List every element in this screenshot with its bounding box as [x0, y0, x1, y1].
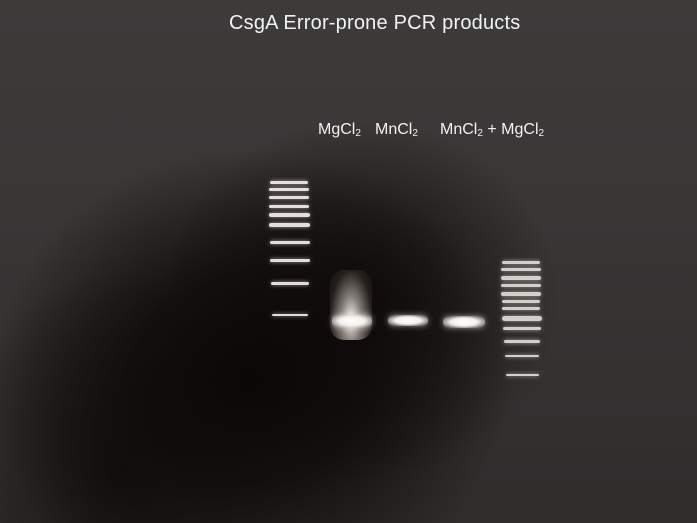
lane-label-text: MnCl — [440, 121, 478, 138]
ladder-band — [502, 307, 540, 310]
ladder-band — [502, 316, 542, 321]
ladder-band — [502, 300, 540, 303]
ladder-band — [505, 355, 539, 357]
lane-label-text: MgCl — [318, 121, 356, 138]
ladder-band — [501, 292, 541, 296]
lane-label-text: MgCl — [501, 121, 539, 138]
lane-label-subscript: 2 — [538, 128, 545, 139]
ladder-band — [270, 241, 310, 244]
pcr-band-mncl2-mgcl2 — [443, 316, 485, 328]
ladder-band — [269, 213, 310, 217]
ladder-band — [269, 196, 309, 199]
ladder-band — [269, 205, 309, 208]
ladder-band — [502, 261, 540, 264]
ladder-band — [501, 276, 541, 280]
ladder-band — [269, 188, 309, 191]
lane-label-subscript: 2 — [355, 128, 361, 139]
lane-label-subscript: 2 — [477, 128, 483, 139]
lane-label-subscript: 2 — [412, 128, 418, 139]
ladder-band — [269, 223, 310, 227]
lane-label-mncl2: MnCl2 — [375, 121, 418, 139]
gel-title: CsgA Error-prone PCR products — [229, 12, 521, 34]
ladder-band — [503, 327, 541, 330]
ladder-band — [270, 259, 310, 262]
ladder-band — [506, 374, 539, 376]
ladder-band — [270, 181, 308, 184]
ladder-band — [272, 314, 308, 316]
lane-label-mgcl2: MgCl2 — [318, 121, 361, 139]
pcr-band-mgcl2 — [332, 314, 372, 328]
ladder-band — [271, 282, 309, 285]
ladder-band — [504, 340, 540, 343]
pcr-band-mncl2 — [388, 315, 428, 326]
lane-label-plus: + — [487, 121, 497, 138]
ladder-band — [501, 268, 541, 271]
ladder-band — [501, 284, 541, 287]
pcr-smear-mgcl2 — [330, 270, 372, 340]
lane-label-text: MnCl — [375, 121, 413, 138]
lane-label-mncl2-mgcl2: MnCl2 + MgCl2 — [440, 121, 544, 139]
